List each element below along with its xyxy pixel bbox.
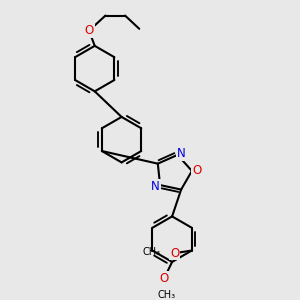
Text: CH₃: CH₃ bbox=[157, 290, 175, 300]
Text: CH₃: CH₃ bbox=[142, 247, 160, 257]
Text: O: O bbox=[170, 247, 179, 260]
Text: O: O bbox=[160, 272, 169, 285]
Text: O: O bbox=[192, 164, 202, 177]
Text: O: O bbox=[84, 24, 94, 37]
Text: N: N bbox=[177, 147, 186, 160]
Text: N: N bbox=[151, 179, 160, 193]
